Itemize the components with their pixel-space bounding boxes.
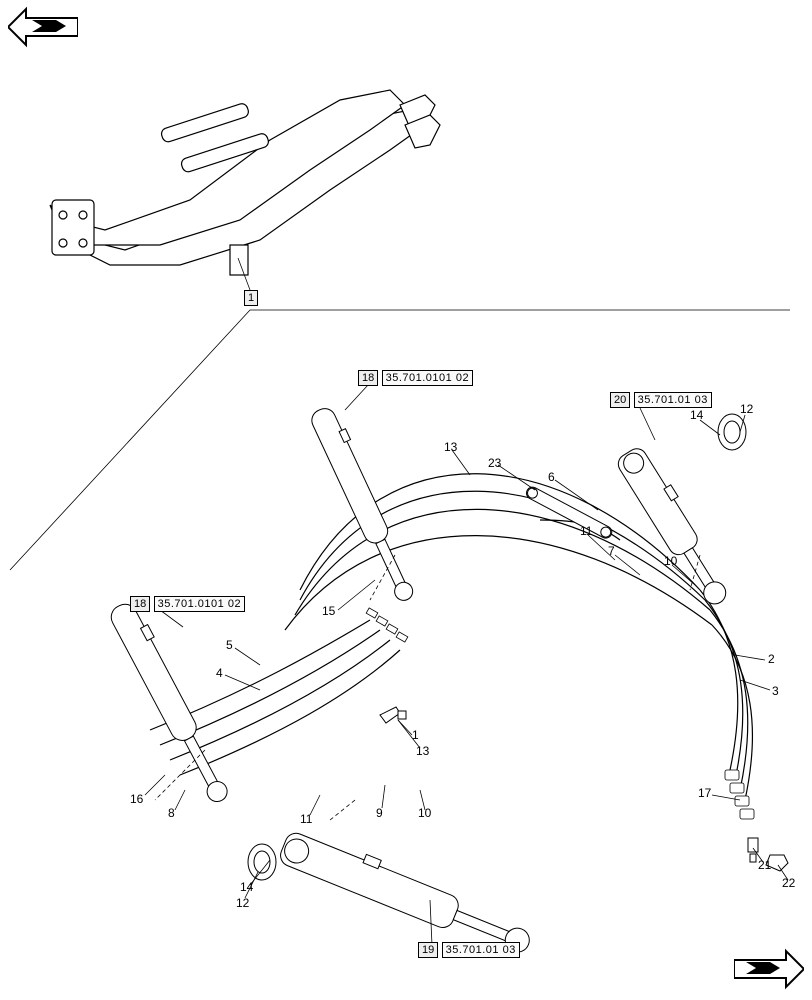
callout-22: 22 xyxy=(782,876,795,890)
callout-8: 8 xyxy=(168,806,175,820)
cylinder-19 xyxy=(277,824,537,960)
callout-15: 15 xyxy=(322,604,335,618)
callout-1-lower: 1 xyxy=(412,728,419,742)
callout-12-lower: 12 xyxy=(236,896,249,910)
callout-20: 20 35.701.01 03 xyxy=(610,392,712,408)
callout-11-lower: 11 xyxy=(300,812,312,826)
callout-18-center: 18 35.701.0101 02 xyxy=(358,370,473,386)
cylinder-20 xyxy=(615,442,738,610)
exploded-region xyxy=(0,0,812,1000)
callout-23: 23 xyxy=(488,456,501,470)
callout-13-upper: 13 xyxy=(444,440,457,454)
callout-11-right: 11 xyxy=(580,524,592,538)
callout-17: 17 xyxy=(698,786,711,800)
callout-18-left: 18 35.701.0101 02 xyxy=(130,596,245,612)
callout-3: 3 xyxy=(772,684,779,698)
callout-7: 7 xyxy=(608,544,615,558)
callout-19: 19 35.701.01 03 xyxy=(418,942,520,958)
callout-21: 21 xyxy=(758,858,771,872)
callout-16: 16 xyxy=(130,792,143,806)
callout-2: 2 xyxy=(768,652,775,666)
callout-4: 4 xyxy=(216,666,223,680)
callout-10-right: 10 xyxy=(664,554,677,568)
callout-14-lower: 14 xyxy=(240,880,253,894)
callout-5: 5 xyxy=(226,638,233,652)
callout-14-upper: 14 xyxy=(690,408,703,422)
cylinder-18-left xyxy=(107,598,237,806)
callout-9: 9 xyxy=(376,806,383,820)
callout-10-lower: 10 xyxy=(418,806,431,820)
callout-6: 6 xyxy=(548,470,555,484)
callout-12-upper: 12 xyxy=(740,402,753,416)
callout-13-lower: 13 xyxy=(416,744,429,758)
